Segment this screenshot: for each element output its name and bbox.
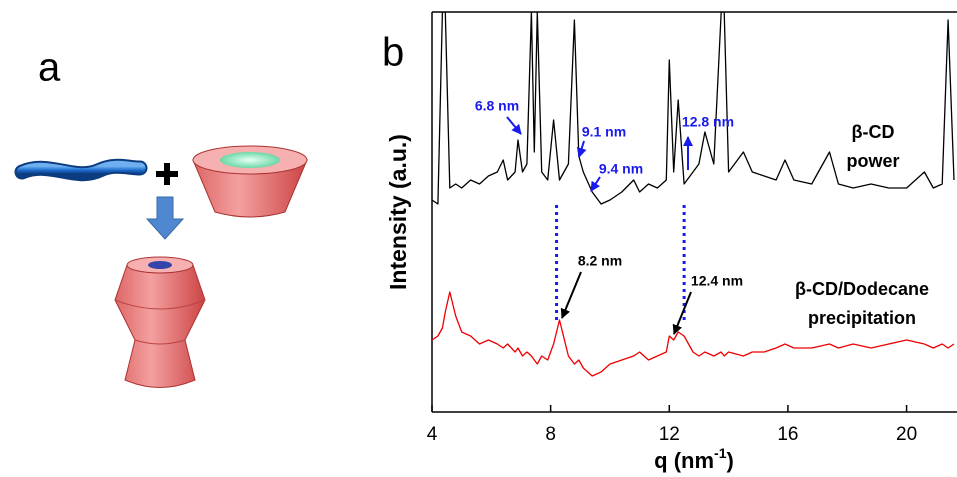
annotation: 8.2 nm	[578, 253, 622, 269]
annotation-arrow	[560, 271, 582, 319]
annotation: 9.1 nm	[582, 124, 626, 140]
complex-seam	[114, 299, 206, 345]
series-label: β-CD/Dodecane	[795, 279, 929, 299]
y-axis-label: Intensity (a.u.)	[385, 134, 411, 290]
panel-label: a	[38, 46, 61, 90]
series-label: β-CD	[852, 122, 895, 142]
x-axis-label-tail: )	[727, 448, 734, 473]
x-axis-label-text: q (nm	[654, 448, 714, 473]
cyclodextrin	[192, 159, 308, 218]
x-axis-label-sup: -1	[714, 445, 727, 461]
series-line	[432, 291, 955, 377]
annotation: 12.4 nm	[691, 273, 743, 289]
plot: 4 8 12 16 20 q (nm-1) Intensity (a.u.) 6.8 nm 9.…	[385, 11, 957, 473]
annotation: 6.8 nm	[475, 98, 519, 114]
series-label: power	[846, 151, 899, 171]
guest-chain-highlight	[16, 160, 146, 180]
annotation-arrow	[576, 140, 587, 158]
series-label: precipitation	[808, 308, 916, 328]
cyclodextrin-cavity	[220, 152, 280, 168]
annotation-arrow	[590, 176, 601, 192]
complex-chain-end	[148, 261, 172, 269]
inclusion-complex	[114, 264, 206, 388]
x-tick-label: 8	[545, 424, 556, 445]
arrow-down	[145, 196, 185, 240]
x-tick-label: 20	[896, 424, 917, 445]
annotation: 12.8 nm	[682, 114, 734, 130]
x-tick-label: 4	[427, 424, 438, 445]
annotation-arrow	[672, 291, 692, 335]
annotation-arrow	[506, 116, 522, 135]
x-tick-label: 16	[777, 424, 798, 445]
x-tick-label: 12	[659, 424, 680, 445]
x-axis-label: q (nm-1)	[654, 445, 734, 473]
series-line	[432, 12, 955, 205]
annotation: 9.4 nm	[599, 161, 643, 177]
panel-label: b	[382, 31, 404, 75]
plus-sign	[156, 163, 178, 185]
series-group	[432, 12, 955, 377]
